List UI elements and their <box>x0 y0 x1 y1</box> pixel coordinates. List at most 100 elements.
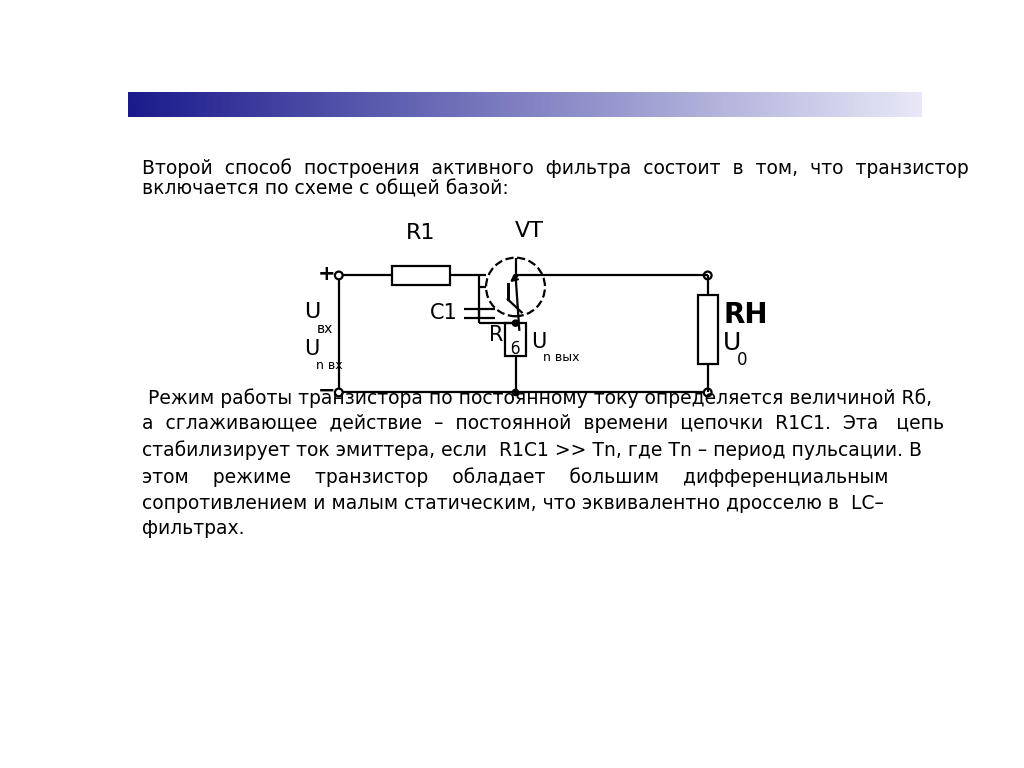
Bar <box>514 92 518 117</box>
Bar <box>273 92 276 117</box>
Bar <box>205 92 208 117</box>
Text: +: + <box>317 264 335 284</box>
Bar <box>409 92 412 117</box>
Bar <box>773 92 777 117</box>
Bar <box>731 92 734 117</box>
Bar <box>494 92 497 117</box>
Bar <box>456 92 460 117</box>
Bar <box>898 92 901 117</box>
Bar <box>546 92 550 117</box>
Bar <box>713 92 716 117</box>
Bar <box>427 92 430 117</box>
Bar <box>723 92 727 117</box>
Bar <box>905 92 909 117</box>
Bar <box>544 92 547 117</box>
Bar <box>564 92 568 117</box>
Bar <box>599 92 602 117</box>
Bar <box>583 92 587 117</box>
Bar <box>157 92 161 117</box>
Bar <box>202 92 206 117</box>
Bar <box>736 92 740 117</box>
Text: n вх: n вх <box>316 359 343 372</box>
Bar <box>303 92 306 117</box>
Bar <box>237 92 240 117</box>
Bar <box>315 92 319 117</box>
Bar <box>258 92 261 117</box>
Bar <box>612 92 615 117</box>
Bar <box>461 92 465 117</box>
Bar <box>639 92 642 117</box>
Bar <box>893 92 896 117</box>
Bar <box>403 92 407 117</box>
Bar <box>430 92 433 117</box>
Text: U: U <box>531 332 547 352</box>
Bar <box>607 92 610 117</box>
Bar <box>358 92 361 117</box>
Bar <box>604 92 607 117</box>
Bar <box>826 92 829 117</box>
Text: б: б <box>510 343 519 357</box>
Bar <box>188 92 193 117</box>
Bar <box>226 92 229 117</box>
Bar <box>578 92 582 117</box>
Bar <box>377 92 380 117</box>
Bar <box>652 92 655 117</box>
Bar <box>668 92 671 117</box>
Bar <box>786 92 791 117</box>
Bar <box>327 92 330 117</box>
Bar <box>265 92 269 117</box>
Bar <box>143 92 147 117</box>
Bar <box>207 92 211 117</box>
Text: 0: 0 <box>737 351 748 369</box>
Bar <box>449 92 452 117</box>
Bar <box>863 92 867 117</box>
Bar <box>300 92 303 117</box>
Bar <box>504 92 507 117</box>
Bar <box>748 92 751 117</box>
Bar <box>310 92 314 117</box>
Bar <box>728 92 732 117</box>
Bar <box>170 92 174 117</box>
Bar <box>911 92 914 117</box>
Bar <box>811 92 814 117</box>
Bar <box>890 92 893 117</box>
Bar <box>848 92 851 117</box>
Bar <box>649 92 652 117</box>
Bar <box>739 92 742 117</box>
Bar <box>696 92 700 117</box>
Bar <box>263 92 266 117</box>
Bar <box>485 92 488 117</box>
Bar <box>324 92 328 117</box>
Bar <box>559 92 562 117</box>
Bar <box>673 92 677 117</box>
Bar <box>691 92 695 117</box>
Bar <box>873 92 878 117</box>
Bar <box>623 92 626 117</box>
Text: −: − <box>317 381 335 401</box>
Bar <box>694 92 697 117</box>
Bar <box>347 92 351 117</box>
Bar <box>329 92 333 117</box>
Bar <box>454 92 457 117</box>
Bar <box>367 92 370 117</box>
Text: RH: RH <box>723 302 768 329</box>
Bar <box>382 92 385 117</box>
Bar <box>818 92 822 117</box>
Bar <box>501 92 505 117</box>
Bar <box>337 92 340 117</box>
Bar <box>551 92 555 117</box>
Bar <box>710 92 714 117</box>
Bar <box>292 92 296 117</box>
Bar <box>877 92 880 117</box>
Bar <box>850 92 854 117</box>
Bar <box>163 92 166 117</box>
Bar <box>916 92 920 117</box>
Bar <box>699 92 702 117</box>
Bar <box>411 92 415 117</box>
Bar <box>829 92 833 117</box>
Bar <box>150 92 153 117</box>
Text: n вых: n вых <box>543 351 580 364</box>
Bar <box>882 92 886 117</box>
Circle shape <box>512 320 518 326</box>
Bar <box>784 92 787 117</box>
